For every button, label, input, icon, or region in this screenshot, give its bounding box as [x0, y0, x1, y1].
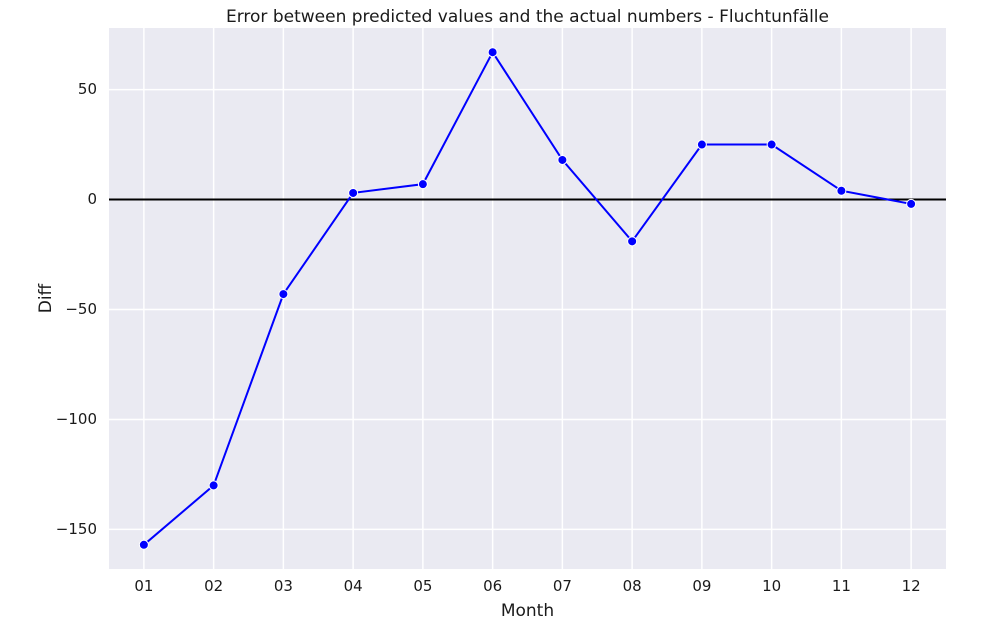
x-tick-label: 11 [832, 577, 851, 595]
x-tick-label: 06 [483, 577, 502, 595]
series-group [138, 47, 917, 550]
x-axis-label: Month [501, 601, 554, 621]
x-tick-label: 08 [623, 577, 642, 595]
data-point [278, 289, 289, 300]
x-tick-label: 05 [413, 577, 432, 595]
plot-area [109, 28, 946, 569]
data-point [487, 47, 498, 58]
series-line [143, 50, 912, 546]
y-axis-label: Diff [36, 282, 56, 313]
x-tick-label: 09 [692, 577, 711, 595]
data-point [208, 480, 219, 491]
y-tick-label: −50 [65, 300, 97, 318]
x-tick-label: 04 [344, 577, 363, 595]
data-point [557, 154, 568, 165]
data-point [348, 187, 359, 198]
data-point [696, 139, 707, 150]
y-axis-ticks: 50 0 −50 −100 −150 [56, 80, 97, 538]
data-point [627, 236, 638, 247]
x-tick-label: 01 [134, 577, 153, 595]
x-tick-label: 02 [204, 577, 223, 595]
y-tick-label: 0 [87, 190, 97, 208]
x-axis-ticks: 01 02 03 04 05 06 07 08 09 10 11 12 [134, 577, 920, 595]
x-tick-label: 10 [762, 577, 781, 595]
y-tick-label: 50 [78, 80, 97, 98]
x-tick-label: 12 [902, 577, 921, 595]
data-point [836, 185, 847, 196]
y-tick-label: −150 [56, 520, 97, 538]
data-point [906, 198, 917, 209]
chart-title: Error between predicted values and the a… [226, 7, 829, 27]
x-tick-label: 03 [274, 577, 293, 595]
data-point [138, 539, 149, 550]
data-point [417, 179, 428, 190]
x-tick-label: 07 [553, 577, 572, 595]
data-point [766, 139, 777, 150]
y-tick-label: −100 [56, 410, 97, 428]
